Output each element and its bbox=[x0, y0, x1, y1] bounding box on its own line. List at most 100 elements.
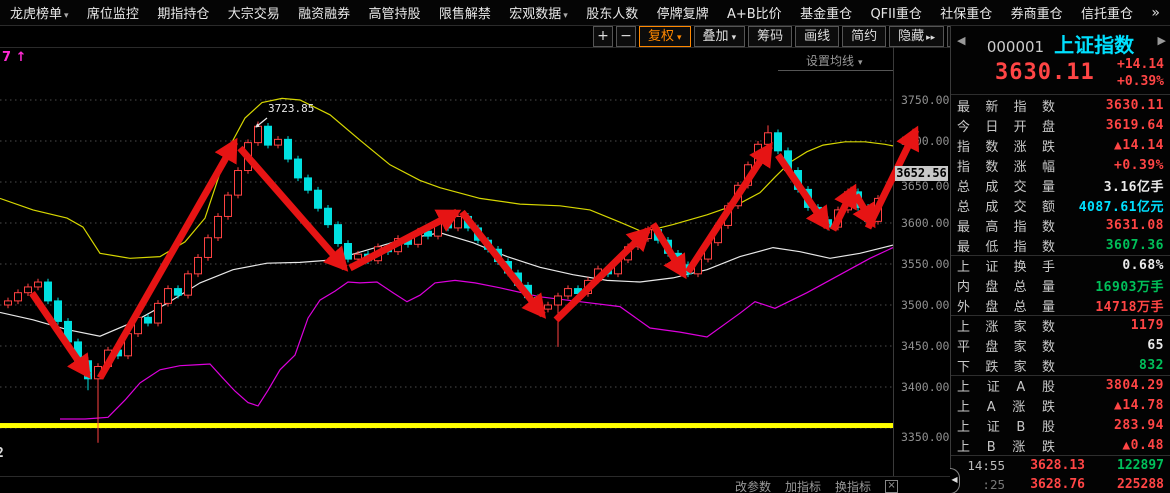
toolbar-button-叠加[interactable]: 叠加 ▾ bbox=[693, 26, 746, 47]
stat-row-3: 指数涨跌 ▲14.14 bbox=[951, 135, 1170, 155]
upper-band bbox=[0, 97, 894, 259]
stat-label: 最高指数 bbox=[957, 219, 1055, 235]
stat-value: 283.94 bbox=[1114, 417, 1164, 433]
stat-row-7: 最高指数 3631.08 bbox=[951, 215, 1170, 235]
y-axis-label: 3400.00 bbox=[901, 380, 950, 394]
stat-value: 16903万手 bbox=[1095, 279, 1164, 295]
candlestick-chart: 3723.85 bbox=[0, 97, 920, 443]
ma-settings-underline bbox=[778, 70, 893, 71]
menu-item-2[interactable]: 席位监控 bbox=[86, 7, 139, 22]
menu-item-16[interactable]: 信托重仓 bbox=[1081, 7, 1134, 22]
menu-item-1[interactable]: 龙虎榜单 ▾ bbox=[10, 7, 69, 22]
stat-label: 上证A股 bbox=[957, 380, 1055, 395]
toolbar-button-复权[interactable]: 复权 ▾ bbox=[639, 26, 691, 47]
chevron-down-icon: ▾ bbox=[858, 58, 863, 68]
ma-settings-label: 设置均线 bbox=[806, 54, 855, 68]
stat-label: 指数涨幅 bbox=[957, 159, 1055, 175]
peak-price-annotation: 3723.85 bbox=[268, 102, 314, 115]
menu-item-5[interactable]: 融资融券 bbox=[298, 7, 351, 22]
indicator-footer: 改参数 加指标 换指标 × bbox=[735, 478, 899, 493]
menu-item-13[interactable]: QFII重仓 bbox=[870, 7, 922, 22]
y-axis-label: 3650.00 bbox=[901, 179, 950, 193]
last-price: 3630.11 bbox=[995, 60, 1095, 85]
tick-time: :25 bbox=[982, 477, 1005, 492]
tick-time: 14:55 bbox=[967, 458, 1005, 473]
menu-item-11[interactable]: A+B比价 bbox=[726, 7, 782, 22]
stat-label: 总成交量 bbox=[957, 179, 1055, 195]
stat-row-12: 上涨家数 1179 bbox=[951, 315, 1170, 335]
menu-item-15[interactable]: 券商重仓 bbox=[1010, 7, 1063, 22]
tick-row-2: :25 3628.76 225288 bbox=[951, 475, 1170, 493]
menu-item-3[interactable]: 期指持仓 bbox=[157, 7, 210, 22]
stat-label: 今日开盘 bbox=[957, 119, 1055, 135]
chart-bottom-border bbox=[0, 476, 950, 477]
menu-item-6[interactable]: 高管持股 bbox=[368, 7, 421, 22]
tick-list: 14:55 3628.13 122897:25 3628.76 225288 bbox=[951, 455, 1170, 493]
menu-item-8[interactable]: 宏观数据 ▾ bbox=[509, 7, 568, 22]
quote-header: ◀ ▶ 000001 上证指数 3630.11 +14.14 +0.39% bbox=[951, 26, 1170, 95]
add-indicator-button[interactable]: 加指标 bbox=[785, 480, 822, 493]
stat-value: +0.39% bbox=[1114, 157, 1164, 173]
lower-band bbox=[60, 247, 894, 420]
toolbar-button-−[interactable]: − bbox=[616, 26, 636, 47]
switch-indicator-button[interactable]: 换指标 bbox=[835, 480, 872, 493]
axis-separator bbox=[893, 47, 894, 476]
stat-value: 1179 bbox=[1130, 318, 1164, 333]
menu-item-7[interactable]: 限售解禁 bbox=[438, 7, 491, 22]
change-percent: +0.39% bbox=[1117, 74, 1164, 89]
stat-value: ▲14.14 bbox=[1114, 137, 1164, 153]
trend-arrow bbox=[775, 153, 830, 232]
change-param-button[interactable]: 改参数 bbox=[735, 480, 772, 493]
menu-item-4[interactable]: 大宗交易 bbox=[227, 7, 280, 22]
menu-item-10[interactable]: 停牌复牌 bbox=[656, 7, 709, 22]
y-axis-label: 3700.00 bbox=[901, 134, 950, 148]
stat-label: 下跌家数 bbox=[957, 359, 1055, 375]
toolbar-button-筹码[interactable]: 筹码 bbox=[748, 26, 793, 47]
prev-stock-icon[interactable]: ◀ bbox=[957, 34, 966, 47]
support-line bbox=[0, 423, 893, 429]
y-axis-label: 3600.00 bbox=[901, 216, 950, 230]
trend-arrow bbox=[348, 208, 462, 272]
stat-label: 最低指数 bbox=[957, 239, 1055, 255]
trend-arrow bbox=[553, 226, 652, 323]
menu-item-12[interactable]: 基金重仓 bbox=[800, 7, 853, 22]
stat-row-9: 上证换手 0.68% bbox=[951, 255, 1170, 275]
stat-row-13: 平盘家数 65 bbox=[951, 335, 1170, 355]
stat-row-6: 总成交额 4087.61亿元 bbox=[951, 195, 1170, 215]
toolbar-button-隐藏[interactable]: 隐藏 ▸▸ bbox=[889, 26, 945, 47]
stat-label: 上证B股 bbox=[957, 419, 1055, 435]
menu-item-9[interactable]: 股东人数 bbox=[586, 7, 639, 22]
quote-panel: ◀ ▶ 000001 上证指数 3630.11 +14.14 +0.39% 最新… bbox=[950, 26, 1170, 493]
stat-value: 3.16亿手 bbox=[1103, 179, 1164, 195]
y-axis: 3750.00 3700.00 3650.00 3600.00 3550.00 3500.… bbox=[893, 47, 950, 476]
tick-price: 3628.76 bbox=[1030, 477, 1085, 492]
stock-name: 上证指数 bbox=[1054, 33, 1135, 57]
stat-value: 14718万手 bbox=[1095, 299, 1164, 315]
toolbar-button-简约[interactable]: 简约 bbox=[842, 26, 887, 47]
ma-settings-link[interactable]: 设置均线 ▾ bbox=[806, 52, 863, 69]
toolbar-button-画线[interactable]: 画线 bbox=[795, 26, 840, 47]
stat-label: 最新指数 bbox=[957, 99, 1055, 115]
menu-item-14[interactable]: 社保重仓 bbox=[940, 7, 993, 22]
stat-label: 上证换手 bbox=[957, 260, 1055, 275]
trend-arrow bbox=[829, 183, 858, 232]
stat-row-17: 上证B股 283.94 bbox=[951, 415, 1170, 435]
stock-code: 000001 bbox=[986, 38, 1045, 56]
stat-value: 3630.11 bbox=[1105, 97, 1164, 113]
toolbar-button-+[interactable]: + bbox=[593, 26, 613, 47]
current-price-tag: 3652.56 bbox=[895, 166, 948, 181]
chart-toolbar: + − 复权 ▾ 叠加 ▾ 筹码 画线 简约 隐藏 ▸▸ bbox=[593, 26, 970, 47]
double-arrow-icon: ▸▸ bbox=[926, 33, 936, 43]
panel-collapse-handle[interactable]: ◀ bbox=[950, 468, 960, 493]
menu-overflow-icon[interactable]: » bbox=[1151, 4, 1160, 21]
stat-label: 平盘家数 bbox=[957, 339, 1055, 355]
stat-value: 832 bbox=[1139, 357, 1164, 373]
tick-volume: 225288 bbox=[1117, 477, 1164, 492]
change-column: +14.14 +0.39% bbox=[1117, 56, 1164, 90]
close-indicator-icon[interactable]: × bbox=[885, 480, 899, 493]
y-axis-label: 3750.00 bbox=[901, 93, 950, 107]
stat-label: 上涨家数 bbox=[957, 320, 1055, 335]
trend-arrow bbox=[237, 145, 349, 272]
stat-value: ▲14.78 bbox=[1114, 397, 1164, 413]
next-stock-icon[interactable]: ▶ bbox=[1157, 34, 1166, 47]
